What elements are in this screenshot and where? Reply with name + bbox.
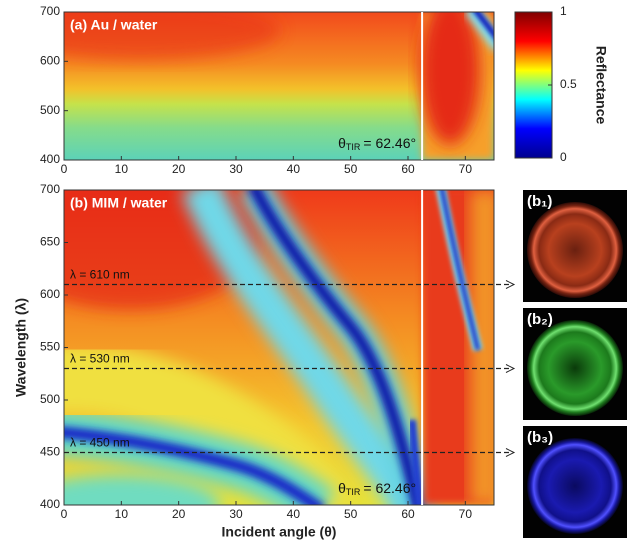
x-tick-label: 50 xyxy=(344,162,358,176)
x-tick-label: 60 xyxy=(401,507,415,521)
colorbar-tick-label: 1 xyxy=(560,4,567,18)
x-tick-label: 60 xyxy=(401,162,415,176)
y-tick-label: 500 xyxy=(40,392,60,406)
x-tick-label: 70 xyxy=(459,507,473,521)
wavelength-label: λ = 610 nm xyxy=(70,268,130,282)
tir-annotation: θTIR = 62.46° xyxy=(338,135,416,153)
y-tick-label: 400 xyxy=(40,497,60,511)
tir-subscript: TIR xyxy=(346,142,361,152)
y-axis-label: Wavelength (λ) xyxy=(13,298,29,397)
x-tick-label: 30 xyxy=(229,507,243,521)
x-tick-label: 40 xyxy=(287,162,301,176)
arrow-head xyxy=(505,280,516,289)
x-tick-label: 0 xyxy=(61,507,68,521)
wavelength-label: λ = 530 nm xyxy=(70,352,130,366)
tir-text: = 62.46° xyxy=(363,135,416,151)
y-tick-label: 550 xyxy=(40,340,60,354)
x-axis-label: Incident angle (θ) xyxy=(222,524,337,540)
x-tick-label: 10 xyxy=(115,162,129,176)
x-tick-label: 20 xyxy=(172,507,186,521)
y-tick-label: 700 xyxy=(40,4,60,18)
tir-annotation: θTIR = 62.46° xyxy=(338,480,416,498)
x-tick-label: 10 xyxy=(115,507,129,521)
x-tick-label: 70 xyxy=(459,162,473,176)
x-tick-label: 30 xyxy=(229,162,243,176)
y-tick-label: 650 xyxy=(40,235,60,249)
y-tick-label: 700 xyxy=(40,182,60,196)
tir-symbol: θ xyxy=(338,480,346,496)
arrow-head xyxy=(505,448,516,457)
x-tick-label: 20 xyxy=(172,162,186,176)
inset-label: (b₂) xyxy=(527,311,553,328)
y-tick-label: 500 xyxy=(40,103,60,117)
x-tick-label: 40 xyxy=(287,507,301,521)
colorbar xyxy=(514,11,553,159)
y-tick-label: 600 xyxy=(40,287,60,301)
inset-disc xyxy=(527,320,623,416)
y-tick-label: 600 xyxy=(40,54,60,68)
tir-symbol: θ xyxy=(338,135,346,151)
wavelength-label: λ = 450 nm xyxy=(70,436,130,450)
tir-text: = 62.46° xyxy=(363,480,416,496)
arrow-head xyxy=(505,364,516,373)
inset-label: (b₁) xyxy=(527,193,552,210)
panel-title: (a) Au / water xyxy=(70,17,158,33)
x-tick-label: 0 xyxy=(61,162,68,176)
colorbar-tick-label: 0.5 xyxy=(560,77,577,91)
y-tick-label: 400 xyxy=(40,152,60,166)
inset-label: (b₃) xyxy=(527,429,553,446)
panel-title: (b) MIM / water xyxy=(70,195,168,211)
inset-disc xyxy=(527,438,623,534)
colorbar-label: Reflectance xyxy=(593,46,609,125)
y-tick-label: 450 xyxy=(40,445,60,459)
x-tick-label: 50 xyxy=(344,507,358,521)
tir-subscript: TIR xyxy=(346,487,361,497)
colorbar-tick-label: 0 xyxy=(560,150,567,164)
plot-frame xyxy=(63,11,495,161)
inset-disc xyxy=(527,202,623,298)
